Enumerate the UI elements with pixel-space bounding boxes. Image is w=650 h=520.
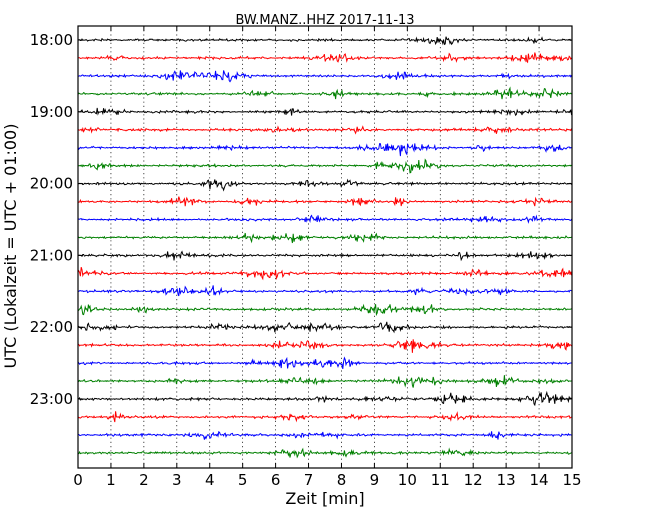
trace-2300 xyxy=(77,390,572,407)
x-tick-label: 1 xyxy=(106,471,116,489)
x-tick-label: 15 xyxy=(562,471,581,489)
y-tick-label: 21:00 xyxy=(30,246,73,264)
trace-1845 xyxy=(77,86,572,100)
x-tick-label: 12 xyxy=(464,471,483,489)
x-tick-label: 9 xyxy=(370,471,380,489)
x-tick-label: 10 xyxy=(398,471,417,489)
x-tick-label: 14 xyxy=(530,471,549,489)
x-tick-label: 7 xyxy=(304,471,314,489)
plot-frame xyxy=(77,25,573,469)
x-tick-label: 5 xyxy=(238,471,248,489)
y-tick-label: 18:00 xyxy=(30,31,73,49)
trace-1800 xyxy=(77,36,572,46)
trace-2100 xyxy=(77,250,572,262)
trace-1915 xyxy=(77,125,573,135)
trace-1930 xyxy=(77,143,572,157)
axis-ticks: 0 1 2 3 4 5 6 7 8 9 10 11 12 13 14 1518:0019:0020:0021:… xyxy=(30,26,582,489)
trace-2345 xyxy=(77,447,572,459)
trace-2245 xyxy=(77,375,572,388)
trace-1945 xyxy=(77,158,572,174)
x-tick-label: 0 xyxy=(73,471,83,489)
trace-1815 xyxy=(78,52,572,64)
y-tick-label: 19:00 xyxy=(30,103,73,121)
trace-group xyxy=(77,36,573,459)
trace-1900 xyxy=(77,107,573,117)
x-tick-label: 13 xyxy=(497,471,516,489)
trace-2115 xyxy=(77,266,573,281)
trace-2145 xyxy=(77,303,572,317)
trace-2045 xyxy=(77,232,572,244)
trace-2215 xyxy=(77,339,572,353)
y-tick-label: 23:00 xyxy=(30,390,73,408)
x-tick-label: 3 xyxy=(172,471,182,489)
y-tick-label: 22:00 xyxy=(30,318,73,336)
x-tick-label: 4 xyxy=(205,471,215,489)
trace-2030 xyxy=(77,214,573,224)
trace-2000 xyxy=(77,178,572,192)
y-tick-label: 20:00 xyxy=(30,175,73,193)
trace-1830 xyxy=(77,70,573,83)
trace-2015 xyxy=(77,196,573,207)
x-tick-label: 6 xyxy=(271,471,281,489)
x-tick-label: 8 xyxy=(337,471,347,489)
trace-2130 xyxy=(77,285,572,297)
x-tick-label: 11 xyxy=(431,471,450,489)
trace-2200 xyxy=(77,321,572,334)
trace-2330 xyxy=(77,430,572,440)
x-tick-label: 2 xyxy=(139,471,149,489)
trace-2315 xyxy=(77,411,572,423)
trace-2230 xyxy=(77,356,572,370)
y-axis-label: UTC (Lokalzeit = UTC + 01:00) xyxy=(1,124,20,369)
chart-title: BW.MANZ..HHZ 2017-11-13 xyxy=(235,13,414,28)
x-axis-label: Zeit [min] xyxy=(285,489,364,508)
